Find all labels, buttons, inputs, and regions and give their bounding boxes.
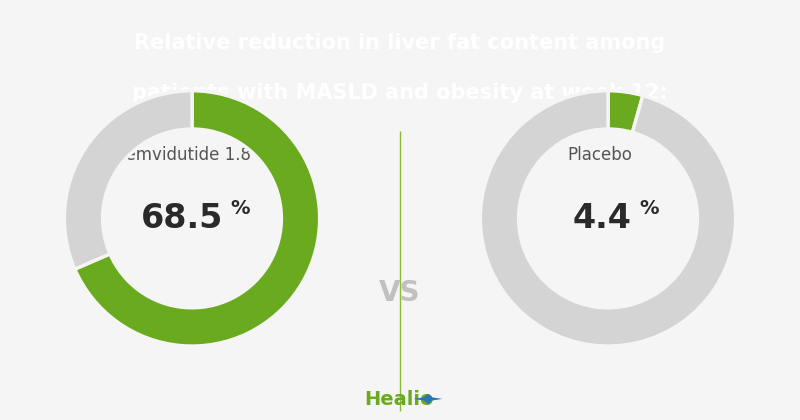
Text: %: % (230, 199, 250, 218)
Wedge shape (608, 91, 643, 132)
Text: Pemvidutide 1.8 mg: Pemvidutide 1.8 mg (117, 146, 283, 163)
Text: Placebo: Placebo (567, 146, 633, 163)
Text: patients with MASLD and obesity at week 12:: patients with MASLD and obesity at week … (132, 83, 668, 103)
Text: Relative reduction in liver fat content among: Relative reduction in liver fat content … (134, 33, 666, 53)
Text: 4.4: 4.4 (572, 202, 631, 235)
Wedge shape (64, 91, 192, 269)
Polygon shape (414, 394, 442, 404)
Text: %: % (639, 199, 658, 218)
Text: Healio: Healio (364, 390, 434, 410)
Wedge shape (75, 91, 320, 346)
Text: 68.5: 68.5 (141, 202, 223, 235)
Wedge shape (480, 91, 736, 346)
Text: VS: VS (379, 279, 421, 307)
